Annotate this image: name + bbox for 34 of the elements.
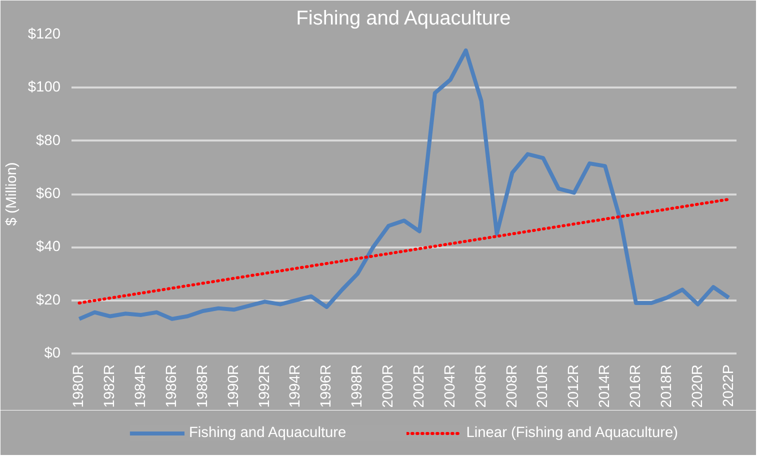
y-tick-label: $0 — [44, 346, 61, 362]
x-tick-label: 2006R — [473, 364, 490, 408]
x-tick-label: 1982R — [102, 364, 118, 408]
y-axis-title: $ (Million) — [4, 162, 20, 226]
x-tick-label: 2010R — [535, 364, 552, 408]
x-tick-label: 2012R — [566, 364, 582, 408]
x-tick-label: 2000R — [380, 364, 397, 408]
x-tick-label: 2004R — [442, 364, 458, 408]
x-tick-label: 2014R — [597, 364, 614, 408]
x-tick-label: 1988R — [194, 364, 211, 408]
x-tick-label: 2020R — [690, 364, 706, 408]
legend-label: Fishing and Aquaculture — [188, 424, 346, 440]
x-tick-label: 1980R — [71, 364, 88, 408]
x-tick-label: 2018R — [658, 364, 675, 408]
chart-title: Fishing and Aquaculture — [296, 8, 511, 30]
y-tick-label: $40 — [36, 239, 61, 256]
line-series — [77, 48, 731, 321]
x-tick-label: 1986R — [164, 364, 180, 408]
x-tick-label: 1994R — [288, 364, 304, 408]
x-tick-label: 2008R — [504, 364, 520, 408]
legend-label: Linear (Fishing and Aquaculture) — [466, 424, 678, 440]
y-tick-label: $20 — [36, 292, 61, 308]
y-tick-label: $100 — [28, 80, 61, 96]
y-tick-label: $60 — [36, 186, 61, 202]
x-tick-label: 1984R — [133, 364, 150, 408]
x-tick-label: 2016R — [628, 364, 644, 408]
y-tick-label: $80 — [36, 132, 61, 149]
x-tick-label: 2022P — [720, 364, 737, 407]
y-tick-label: $120 — [28, 26, 61, 42]
x-tick-label: 1992R — [256, 364, 273, 408]
x-tick-label: 2002R — [411, 364, 428, 408]
x-tick-label: 1998R — [350, 364, 366, 408]
x-tick-label: 1996R — [318, 364, 335, 408]
x-tick-label: 1990R — [226, 364, 242, 408]
